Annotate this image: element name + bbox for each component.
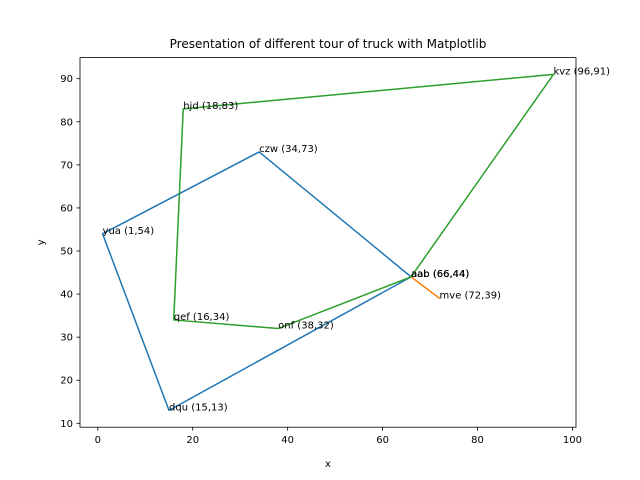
y-tick-label: 70: [60, 160, 73, 171]
point-label: kvz (96,91): [553, 66, 610, 77]
axes-ticks: 0 20 40 60 80 100 10 20 30 40 50 60 70 80 90: [60, 74, 582, 446]
chart-title: Presentation of different tour of truck …: [170, 37, 487, 51]
point-label: aab (66,44): [411, 269, 469, 280]
point-label: mve (72,39): [440, 290, 502, 301]
plot-area: aab (66,44) czw (34,73) yua (1,54) dqu (15,…: [101, 66, 610, 413]
x-tick-label: 0: [95, 435, 101, 446]
y-tick-label: 20: [60, 376, 73, 387]
y-tick-label: 60: [60, 203, 73, 214]
point-label: czw (34,73): [259, 144, 318, 155]
y-tick-label: 10: [60, 419, 73, 430]
y-tick-label: 30: [60, 333, 73, 344]
y-tick-label: 40: [60, 290, 73, 301]
series-line-2: [410, 275, 441, 300]
x-tick-label: 80: [471, 435, 484, 446]
series-line-3: [172, 73, 555, 330]
x-tick-label: 40: [281, 435, 294, 446]
series-line-1: [101, 151, 413, 412]
point-label: aab (66,44): [411, 269, 469, 280]
point-label: qef (16,34): [174, 312, 230, 323]
point-label: aab (66,44): [411, 269, 469, 280]
axes-frame: [79, 57, 577, 428]
x-axis-label: x: [325, 459, 331, 470]
point-label: onf (38,32): [278, 321, 334, 332]
y-tick-label: 50: [60, 247, 73, 258]
y-axis-label: y: [36, 239, 47, 245]
point-label: hjd (18,83): [183, 101, 238, 112]
y-tick-label: 90: [60, 74, 73, 85]
x-tick-label: 60: [376, 435, 389, 446]
point-label: dqu (15,13): [169, 402, 228, 413]
x-tick-label: 20: [186, 435, 199, 446]
y-tick-label: 80: [60, 117, 73, 128]
x-tick-label: 100: [563, 435, 582, 446]
point-label: yua (1,54): [103, 226, 155, 237]
